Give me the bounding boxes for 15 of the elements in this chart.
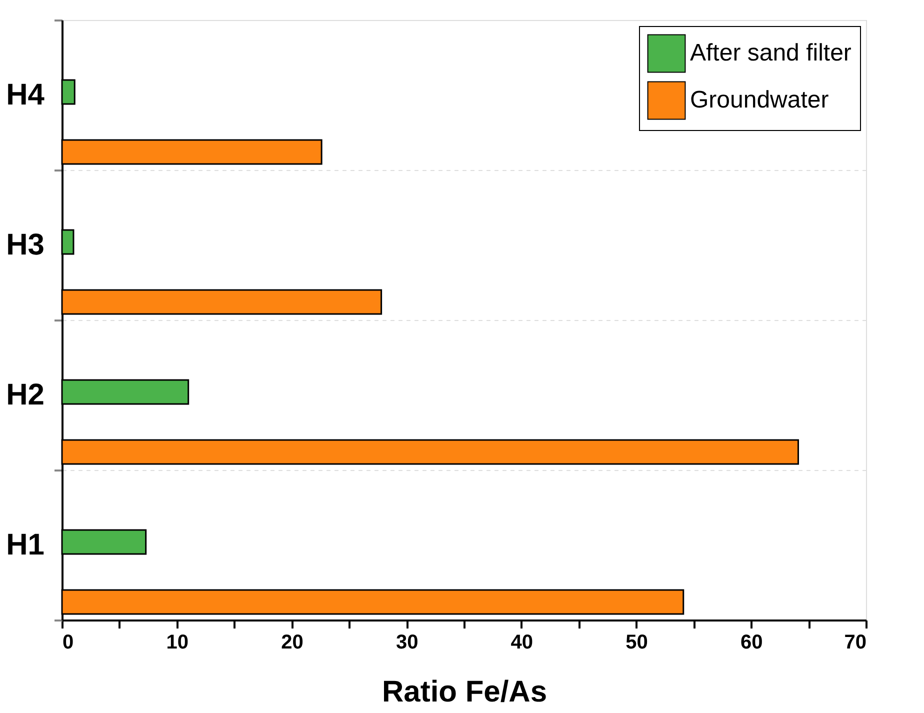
- y-tick-label: H4: [6, 78, 45, 112]
- x-tick-label: 0: [62, 632, 74, 654]
- legend-label: After sand filter: [690, 40, 852, 66]
- x-tick-label: 30: [396, 632, 418, 654]
- x-tick-label: 40: [510, 632, 534, 654]
- x-tick-label: 70: [844, 632, 866, 654]
- x-tick-label: 50: [626, 632, 648, 654]
- x-axis-title: Ratio Fe/As: [382, 676, 548, 708]
- legend-label: Groundwater: [690, 86, 829, 114]
- y-tick-label: H1: [6, 528, 44, 562]
- x-tick-label: 20: [281, 632, 304, 654]
- y-tick-label: H3: [6, 228, 44, 262]
- x-tick-label: 60: [740, 632, 763, 654]
- y-tick-label: H2: [6, 378, 44, 412]
- x-tick-label: 10: [166, 632, 188, 654]
